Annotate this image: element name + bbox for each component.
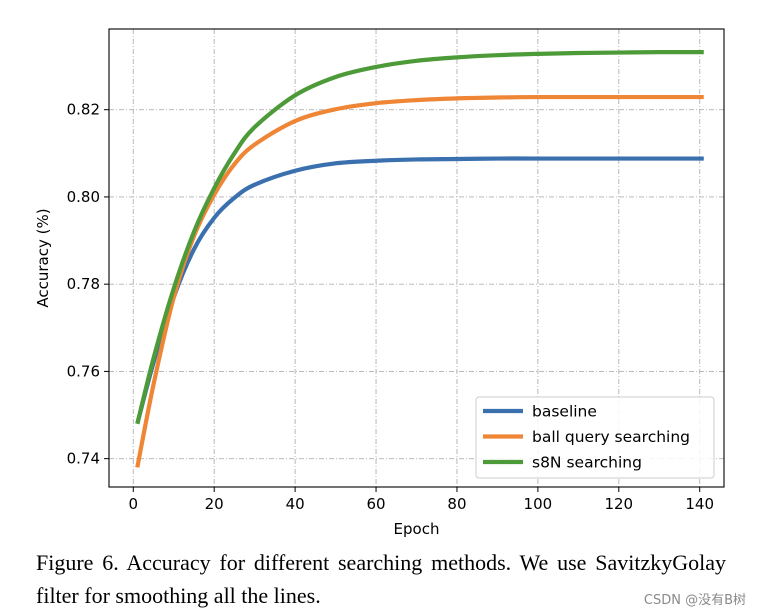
x-tick-label: 20 [205, 495, 224, 513]
figure-caption: Figure 6. Accuracy for different searchi… [36, 550, 726, 608]
axis-ticks: 0 20 40 60 80 100 120 140 0.74 0.76 0.78 0.80 0.82 [67, 101, 714, 513]
x-tick-label: 40 [286, 495, 305, 513]
series-lines [135, 49, 704, 468]
plot-frame [108, 28, 725, 488]
legend-box [475, 396, 715, 479]
series-line-baseline [135, 156, 704, 425]
legend-label: ball query searching [532, 428, 690, 446]
legend: baseline ball query searching s8N searchin… [475, 396, 715, 479]
x-tick-label: 120 [604, 495, 633, 513]
x-tick-label: 60 [366, 495, 385, 513]
x-tick-label: 140 [685, 495, 714, 513]
y-axis-label: Accuracy (%) [34, 208, 52, 307]
watermark: CSDN @没有B树 [643, 593, 746, 608]
y-tick-label: 0.76 [67, 362, 100, 380]
x-tick-label: 80 [447, 495, 466, 513]
y-tick-label: 0.82 [67, 101, 100, 119]
legend-label: baseline [532, 403, 597, 421]
x-tick-label: 100 [524, 495, 553, 513]
legend-label: s8N searching [532, 454, 642, 472]
x-tick-label: 0 [129, 495, 139, 513]
x-axis-label: Epoch [394, 520, 440, 538]
y-tick-label: 0.80 [67, 188, 100, 206]
accuracy-line-chart: 0 20 40 60 80 100 120 140 0.74 0.76 0.78 0.80 0.82 E… [34, 28, 725, 538]
y-tick-label: 0.78 [67, 275, 100, 293]
series-line-s8n-searching [135, 49, 704, 425]
y-tick-label: 0.74 [67, 450, 100, 468]
